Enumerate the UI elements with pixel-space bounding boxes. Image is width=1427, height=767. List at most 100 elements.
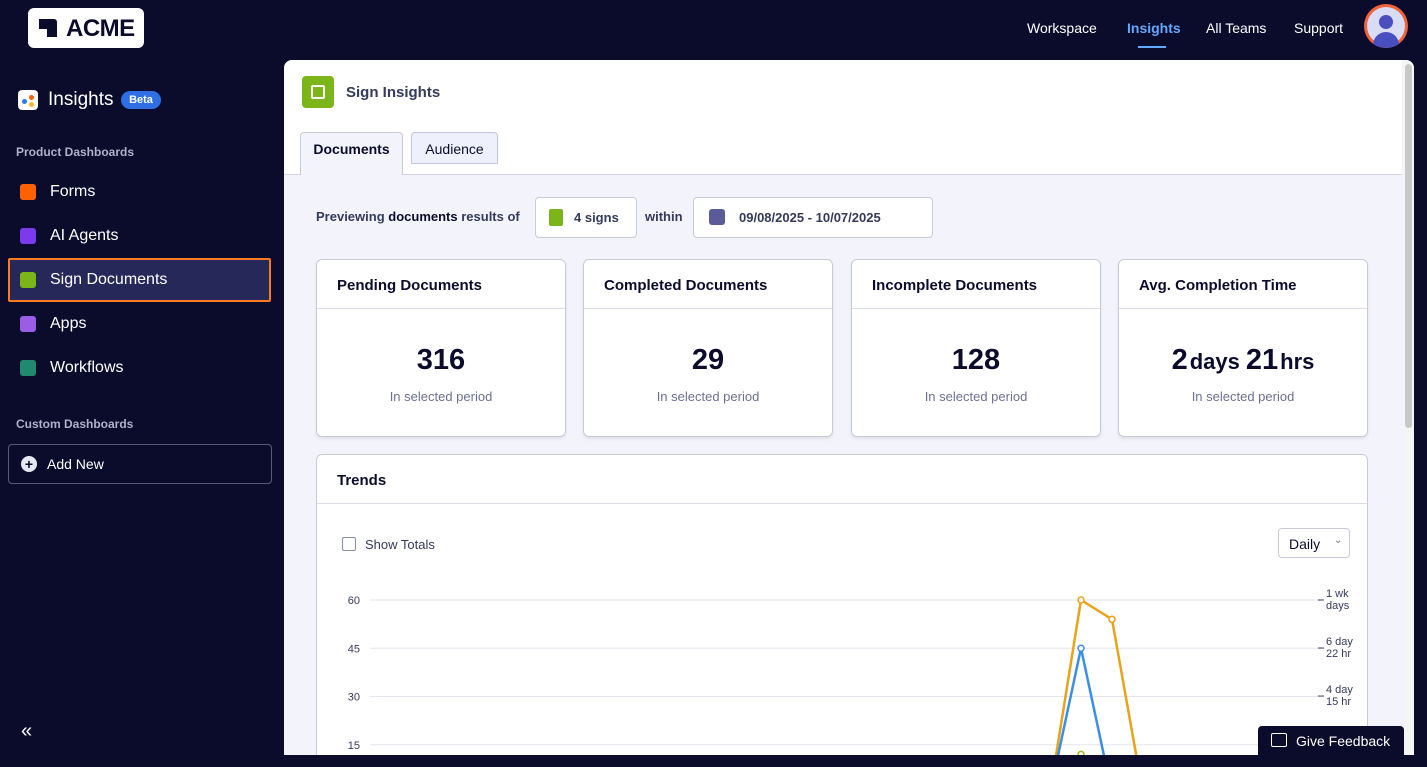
- card-caption: In selected period: [389, 389, 493, 404]
- signs-chip[interactable]: 4 signs: [535, 197, 637, 238]
- nav-underline: [1138, 46, 1166, 48]
- card-title: Avg. Completion Time: [1139, 277, 1297, 294]
- logo[interactable]: ACME: [28, 8, 144, 48]
- trends-title: Trends: [337, 472, 387, 489]
- checkbox-label[interactable]: Show Totals: [365, 537, 435, 552]
- section-heading: Custom Dashboards: [16, 417, 134, 431]
- filter-bold: documents: [388, 209, 458, 224]
- chip-label: 4 signs: [574, 210, 619, 225]
- sidebar-item[interactable]: AI Agents: [50, 227, 119, 244]
- logo-mark: [47, 19, 57, 29]
- beta-badge: Beta: [121, 91, 161, 109]
- avatar[interactable]: [1364, 4, 1408, 48]
- card-value: 316: [317, 344, 565, 377]
- y2-tick-label: 6 day: [1326, 636, 1353, 648]
- add-new-label: Add New: [47, 456, 104, 472]
- trends-card: Trends Show Totals Daily ⌄ 15 30 45 60 4 day 15 h…: [316, 454, 1368, 755]
- sidebar-item[interactable]: Forms: [50, 183, 96, 200]
- card-value: 128: [852, 344, 1100, 377]
- hours-unit: hrs: [1280, 349, 1315, 374]
- feedback-button[interactable]: Give Feedback: [1258, 726, 1404, 767]
- sign-icon: [302, 76, 334, 108]
- hours-value: 21: [1245, 344, 1279, 376]
- period-label: Daily: [1289, 536, 1321, 552]
- within-label: within: [645, 209, 683, 224]
- insights-icon: [18, 90, 38, 110]
- kpi-card: Completed Documents 29 In selected period: [583, 259, 833, 437]
- period-dropdown[interactable]: Daily ⌄: [1278, 528, 1350, 558]
- series-line: [1078, 752, 1084, 755]
- value: 128: [951, 344, 1001, 376]
- dot: [29, 95, 34, 100]
- calendar-icon: [709, 209, 725, 225]
- y2-tick-label: days: [1326, 600, 1350, 612]
- avatar-body: [1373, 32, 1399, 48]
- dot: [22, 99, 27, 104]
- filter-text: Previewing documents results of: [316, 209, 520, 224]
- sidebar-item[interactable]: Apps: [50, 315, 87, 332]
- card-title: Pending Documents: [337, 277, 483, 294]
- card-caption: In selected period: [656, 389, 760, 404]
- sidebar-item[interactable]: Workflows: [50, 359, 124, 376]
- card-divider: [852, 308, 1100, 309]
- series-line: [1054, 597, 1138, 755]
- item-icon: [20, 272, 36, 288]
- section-heading: Product Dashboards: [16, 145, 135, 159]
- kpi-card: Incomplete Documents 128 In selected perio…: [851, 259, 1101, 437]
- item-icon: [20, 316, 36, 332]
- sidebar-title: Insights: [48, 89, 114, 110]
- point: [1077, 644, 1085, 652]
- trends-divider: [317, 503, 1367, 504]
- logo-text: ACME: [66, 15, 135, 42]
- chevron: ⌄: [1334, 535, 1343, 546]
- sidebar-item[interactable]: Sign Documents: [50, 271, 168, 288]
- item-icon: [20, 228, 36, 244]
- y-tick-label: 60: [348, 595, 360, 607]
- feedback-icon: [1271, 733, 1287, 747]
- tabs-line: [284, 174, 1402, 175]
- card-divider: [1119, 308, 1367, 309]
- card-divider: [584, 308, 832, 309]
- card-caption: In selected period: [924, 389, 1028, 404]
- y2-tick-label: 1 wk: [1326, 588, 1349, 600]
- feedback-label: Give Feedback: [1296, 733, 1391, 749]
- nav-link[interactable]: Workspace: [1027, 20, 1097, 36]
- nav-link[interactable]: Support: [1294, 20, 1344, 36]
- card-value: 29: [584, 344, 832, 377]
- checkbox[interactable]: [342, 537, 356, 551]
- dot: [29, 102, 34, 107]
- y2-tick-label: 4 day: [1326, 684, 1353, 696]
- y2-tick-label: 15 hr: [1326, 696, 1351, 708]
- avatar-head: [1379, 15, 1393, 29]
- filter-suffix: results of: [461, 209, 520, 224]
- card-title: Completed Documents: [604, 277, 768, 294]
- nav-link[interactable]: Insights: [1127, 20, 1181, 36]
- days-unit: days: [1189, 349, 1240, 374]
- collapse-button[interactable]: «: [21, 720, 33, 742]
- card-caption: In selected period: [1191, 389, 1295, 404]
- nav-link[interactable]: All Teams: [1206, 20, 1267, 36]
- date-picker[interactable]: 09/08/2025 - 10/07/2025: [693, 197, 933, 238]
- y2-tick-label: 22 hr: [1326, 648, 1351, 660]
- kpi-card: Pending Documents 316 In selected period: [316, 259, 566, 437]
- tab[interactable]: Audience: [411, 132, 498, 164]
- chip-icon: [549, 209, 563, 226]
- scrollbar-thumb: [1405, 64, 1412, 428]
- date-range: 09/08/2025 - 10/07/2025: [739, 210, 881, 225]
- logo-mark: [47, 27, 57, 37]
- card-title: Incomplete Documents: [872, 277, 1038, 294]
- add-new-button[interactable]: + Add New: [8, 444, 272, 484]
- selected-item: [8, 258, 271, 302]
- days-value: 2: [1171, 344, 1188, 376]
- kpi-card: Avg. Completion Time 2days 21hrs In selecte…: [1118, 259, 1368, 437]
- tab[interactable]: Documents: [300, 132, 403, 175]
- value: 29: [691, 344, 725, 376]
- item-icon: [20, 184, 36, 200]
- sign-icon-inner: [311, 85, 325, 99]
- filter-prefix: Previewing: [316, 209, 385, 224]
- logo-mark: [39, 19, 49, 29]
- main-panel: Sign Insights Documents Audience Previewing…: [284, 60, 1414, 755]
- value: 316: [416, 344, 466, 376]
